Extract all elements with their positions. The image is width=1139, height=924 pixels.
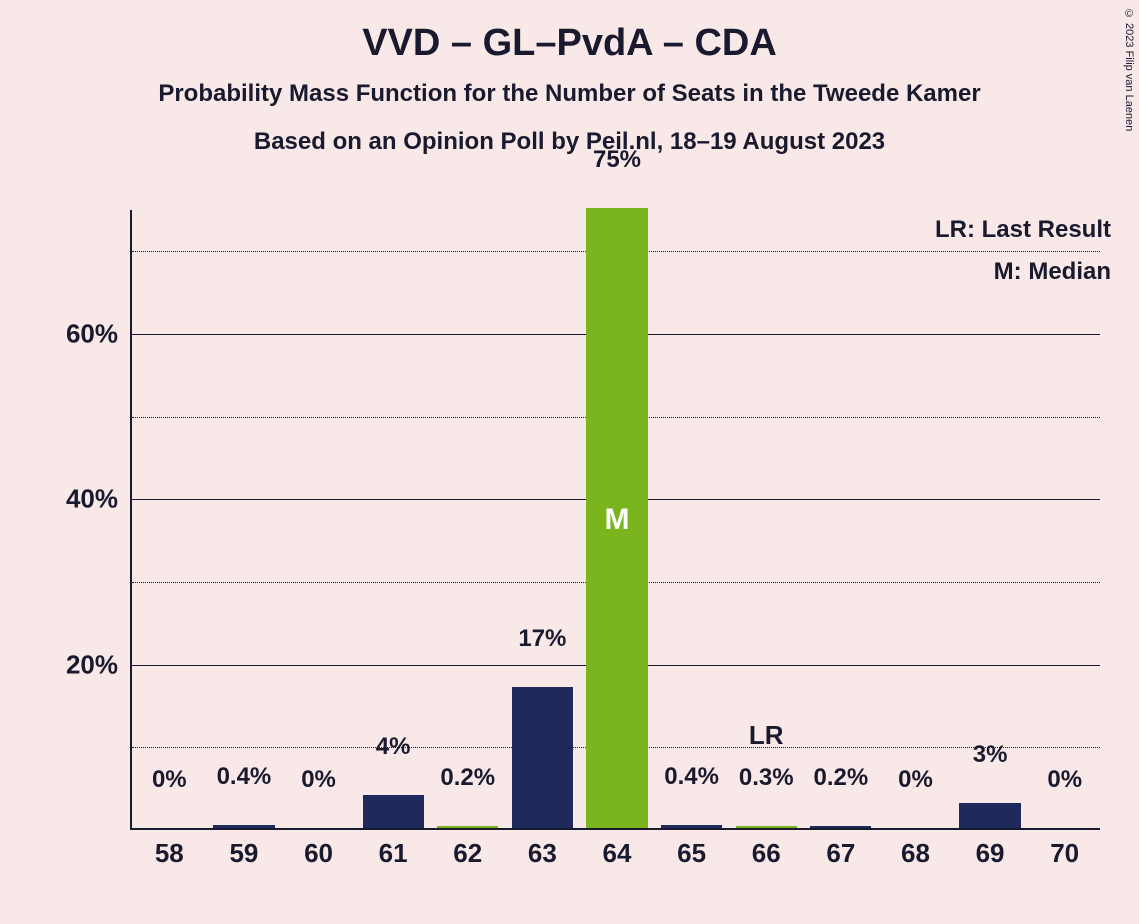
x-tick-label: 64 (603, 838, 632, 869)
last-result-marker: LR (749, 720, 784, 751)
x-tick-label: 65 (677, 838, 706, 869)
y-tick-label: 20% (66, 649, 118, 680)
bar (437, 826, 498, 828)
bar-value-label: 75% (593, 146, 641, 174)
bar-value-label: 0.3% (739, 764, 794, 792)
x-tick-label: 58 (155, 838, 184, 869)
x-tick-label: 66 (752, 838, 781, 869)
bar-value-label: 4% (376, 733, 411, 761)
x-tick-label: 60 (304, 838, 333, 869)
bar (959, 803, 1020, 828)
chart-title: VVD – GL–PvdA – CDA (0, 22, 1139, 65)
bar (512, 687, 573, 828)
x-tick-label: 59 (229, 838, 258, 869)
y-tick-label: 40% (66, 484, 118, 515)
chart-container: VVD – GL–PvdA – CDA Probability Mass Fun… (0, 0, 1139, 924)
x-tick-label: 67 (826, 838, 855, 869)
x-tick-label: 61 (379, 838, 408, 869)
median-marker: M (605, 503, 630, 537)
bar-value-label: 0% (301, 766, 336, 794)
bar-value-label: 0.2% (813, 764, 868, 792)
bar-value-label: 0.2% (440, 764, 495, 792)
bar-value-label: 0% (1047, 766, 1082, 794)
bar-value-label: 17% (518, 625, 566, 653)
y-tick-label: 60% (66, 319, 118, 350)
bar (736, 826, 797, 828)
x-tick-label: 69 (976, 838, 1005, 869)
bar (363, 795, 424, 828)
x-tick-label: 70 (1050, 838, 1079, 869)
bar-value-label: 3% (973, 741, 1008, 769)
x-tick-label: 62 (453, 838, 482, 869)
bar (810, 826, 871, 828)
copyright-text: © 2023 Filip van Laenen (1123, 8, 1135, 131)
bar (213, 825, 274, 828)
chart-subtitle-2: Based on an Opinion Poll by Peil.nl, 18–… (0, 128, 1139, 156)
bar-value-label: 0% (152, 766, 187, 794)
chart-subtitle-1: Probability Mass Function for the Number… (0, 80, 1139, 108)
x-tick-label: 68 (901, 838, 930, 869)
bar-value-label: 0.4% (217, 763, 272, 791)
bar-value-label: 0.4% (664, 763, 719, 791)
plot-area: 20%40%60%0%580.4%590%604%610.2%6217%6375… (130, 210, 1100, 830)
bar-value-label: 0% (898, 766, 933, 794)
bar (661, 825, 722, 828)
x-tick-label: 63 (528, 838, 557, 869)
